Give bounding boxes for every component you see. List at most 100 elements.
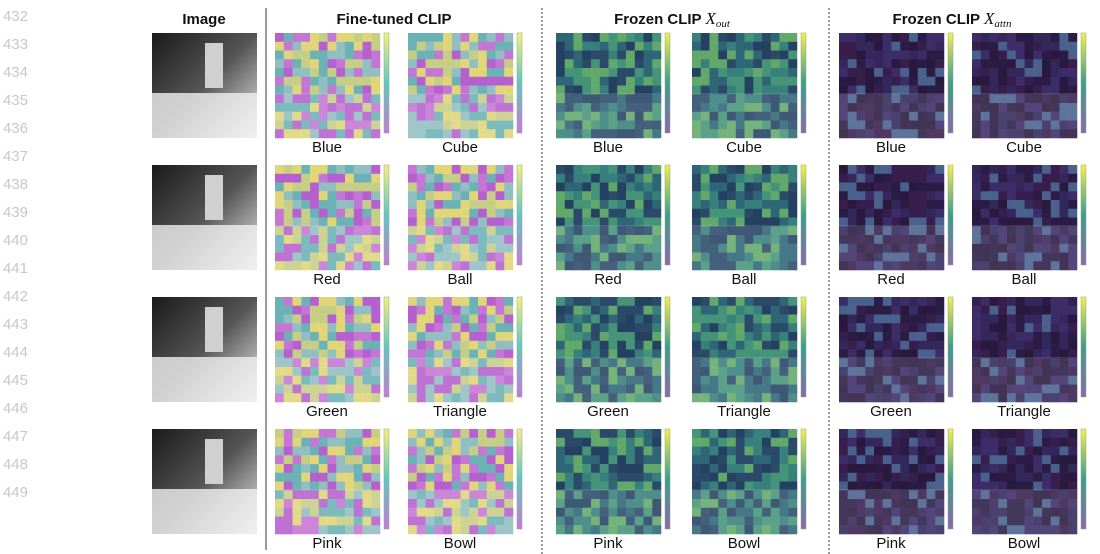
heatmap-cell xyxy=(972,438,981,447)
heatmap-cell xyxy=(275,438,284,447)
heatmap-cell xyxy=(1033,323,1042,332)
heatmap-cell xyxy=(609,429,618,438)
heatmap-overlay xyxy=(275,357,380,402)
heatmap-cell xyxy=(600,341,609,350)
heatmap-cell xyxy=(328,455,337,464)
heatmap-cell xyxy=(565,473,574,482)
heatmap-cell xyxy=(417,464,426,473)
heatmap-cell xyxy=(909,464,918,473)
heatmap-cell xyxy=(469,191,478,200)
heatmap-cell xyxy=(848,464,857,473)
robot-arm xyxy=(205,307,223,352)
heatmap-cell xyxy=(710,306,719,315)
heatmap-cell xyxy=(892,447,901,456)
heatmap-cell xyxy=(900,51,909,60)
caption: Ball xyxy=(1011,271,1036,288)
heatmap-cell xyxy=(1025,165,1034,174)
heatmap-cell xyxy=(301,33,310,42)
heatmap-cell xyxy=(328,341,337,350)
heatmap-cell xyxy=(443,323,452,332)
heatmap-cell xyxy=(1042,42,1051,51)
heatmap-cell xyxy=(788,323,797,332)
heatmap-cell xyxy=(927,464,936,473)
heatmap-cell xyxy=(1033,209,1042,218)
heatmap-cell xyxy=(710,33,719,42)
heatmap-cell xyxy=(972,473,981,482)
heatmap-cell xyxy=(1051,59,1060,68)
heatmap-cell xyxy=(371,341,380,350)
heatmap-cell xyxy=(972,165,981,174)
heatmap-cell xyxy=(644,165,653,174)
heatmap-cell xyxy=(998,332,1007,341)
heatmap-cell xyxy=(745,174,754,183)
heatmap-cell xyxy=(874,297,883,306)
heatmap-cell xyxy=(487,42,496,51)
heatmap-cell xyxy=(762,174,771,183)
heatmap-cell xyxy=(1060,68,1069,77)
heatmap-cell xyxy=(972,341,981,350)
heatmap-cell xyxy=(736,59,745,68)
heatmap-cell xyxy=(1060,191,1069,200)
heatmap-cell xyxy=(328,165,337,174)
heatmap-cell xyxy=(848,51,857,60)
heatmap-cell xyxy=(461,33,470,42)
heatmap-cell xyxy=(354,464,363,473)
heatmap-cell xyxy=(565,297,574,306)
heatmap-cell xyxy=(345,341,354,350)
heatmap-cell xyxy=(626,200,635,209)
heatmap-cell xyxy=(1025,464,1034,473)
heatmap-cell xyxy=(990,447,999,456)
heatmap-cell xyxy=(780,42,789,51)
heatmap-cell xyxy=(727,68,736,77)
heatmap-cell xyxy=(319,200,328,209)
caption: Triangle xyxy=(717,403,771,420)
heatmap-cell xyxy=(972,464,981,473)
heatmap-cell xyxy=(745,438,754,447)
heatmap-cell xyxy=(1016,455,1025,464)
heatmap-cell xyxy=(927,165,936,174)
heatmap-overlay xyxy=(839,225,944,270)
heatmap-cell xyxy=(1016,33,1025,42)
heatmap-cell xyxy=(644,438,653,447)
heatmap-cell xyxy=(1033,341,1042,350)
caption: Ball xyxy=(447,271,472,288)
heatmap-cell xyxy=(345,51,354,60)
heatmap-cell xyxy=(461,438,470,447)
heatmap-cell xyxy=(1033,306,1042,315)
heatmap-cell xyxy=(469,174,478,183)
heatmap-cell xyxy=(839,297,848,306)
heatmap-cell xyxy=(284,341,293,350)
heatmap-cell xyxy=(469,59,478,68)
heatmap-cell xyxy=(319,209,328,218)
heatmap-cell xyxy=(918,174,927,183)
heatmap-cell xyxy=(336,429,345,438)
heatmap-cell xyxy=(788,42,797,51)
heatmap-cell xyxy=(626,341,635,350)
heatmap-cell xyxy=(626,174,635,183)
heatmap-cell xyxy=(626,323,635,332)
heatmap-cell xyxy=(727,306,736,315)
heatmap-cell xyxy=(1060,209,1069,218)
heatmap-cell xyxy=(1025,341,1034,350)
heatmap-cell xyxy=(504,306,513,315)
heatmap-cell xyxy=(1025,33,1034,42)
table-surface xyxy=(152,357,257,402)
heatmap-cell xyxy=(496,438,505,447)
heatmap-cell xyxy=(753,200,762,209)
heatmap-cell xyxy=(762,209,771,218)
heatmap-cell xyxy=(461,209,470,218)
heatmap-cell xyxy=(574,447,583,456)
heatmap-cell xyxy=(745,59,754,68)
line-number: 438 xyxy=(3,176,28,193)
heatmap-cell xyxy=(1007,341,1016,350)
heatmap-cell xyxy=(504,323,513,332)
heatmap-cell xyxy=(275,51,284,60)
heatmap-cell xyxy=(710,447,719,456)
heatmap-cell xyxy=(771,200,780,209)
heatmap-cell xyxy=(600,42,609,51)
heatmap-cell xyxy=(284,464,293,473)
heatmap-cell xyxy=(434,183,443,192)
heatmap-cell xyxy=(839,315,848,324)
heatmap-cell xyxy=(626,33,635,42)
heatmap-cell xyxy=(771,429,780,438)
